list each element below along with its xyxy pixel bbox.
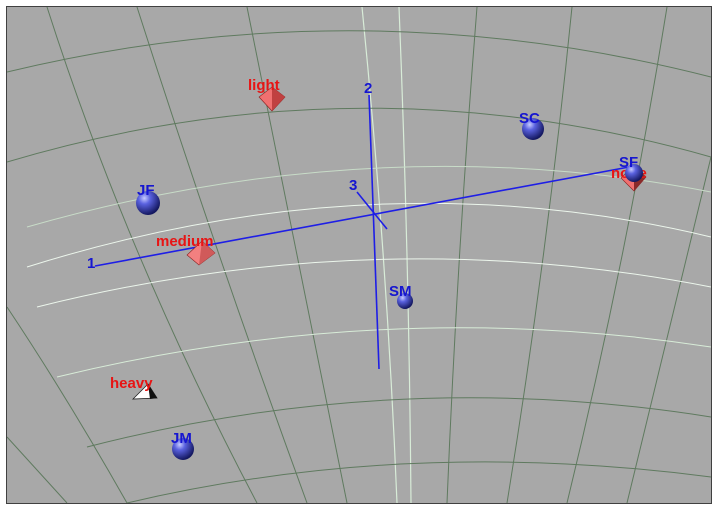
- grid-line: [7, 306, 128, 503]
- pyramid-shade: [199, 241, 215, 265]
- grid-line: [7, 436, 68, 503]
- grid-line: [46, 7, 258, 503]
- sphere-label-sc: SC: [519, 110, 540, 127]
- sphere-jm[interactable]: JM: [171, 430, 194, 460]
- sphere-sc[interactable]: SC: [519, 110, 544, 140]
- grid-arc: [7, 107, 711, 163]
- grid-arc: [26, 165, 711, 228]
- sphere-label-jf: JF: [137, 182, 155, 199]
- grid-arc: [126, 461, 711, 503]
- grid-line: [506, 7, 573, 503]
- pyramid-shade: [148, 384, 157, 399]
- sphere: [397, 293, 413, 309]
- scene-background: [7, 7, 711, 503]
- pyramid-heavy[interactable]: heavy: [110, 375, 158, 400]
- sphere-label-sf: SF: [619, 154, 638, 171]
- sphere-jf[interactable]: JF: [136, 182, 160, 215]
- scene-canvas[interactable]: 1 2 3 light medium no: [7, 7, 711, 503]
- axis-2-line[interactable]: [368, 94, 380, 370]
- sphere-markers: JF SC SF SM JM: [136, 110, 643, 460]
- axis-label-1: 1: [87, 255, 95, 272]
- pyramid-markers: light medium none heavy: [110, 77, 647, 400]
- sphere: [136, 191, 160, 215]
- sphere-sf[interactable]: SF: [619, 154, 643, 182]
- grid-latitude-lines: [7, 30, 711, 503]
- grid-line: [246, 7, 348, 503]
- grid-line: [566, 7, 668, 503]
- grid-center-lines: [361, 7, 412, 503]
- pyramid-medium[interactable]: medium: [156, 233, 216, 266]
- sphere: [522, 118, 544, 140]
- grid-line: [446, 7, 478, 503]
- sphere-label-jm: JM: [171, 430, 192, 447]
- axis-3-line[interactable]: [356, 191, 388, 230]
- sphere-sm[interactable]: SM: [389, 283, 413, 309]
- axis-label-3: 3: [349, 177, 357, 194]
- pyramid-label-heavy: heavy: [110, 375, 153, 392]
- grid-line: [626, 156, 711, 503]
- pyramid-label-medium: medium: [156, 233, 214, 250]
- grid-arc: [7, 30, 711, 78]
- pyramid-shade: [272, 87, 285, 111]
- grid-arc: [86, 397, 711, 448]
- grid-arc: [56, 327, 711, 378]
- grid-line: [398, 7, 412, 503]
- sphere-label-sm: SM: [389, 283, 412, 300]
- grid-longitude-lines: [7, 7, 711, 503]
- grid-line: [136, 7, 308, 503]
- axis-labels: 1 2 3: [87, 80, 372, 272]
- axes: [94, 94, 630, 370]
- axis-1-line[interactable]: [94, 166, 630, 267]
- sphere: [625, 164, 643, 182]
- pyramid-label-light: light: [248, 77, 280, 94]
- pyramid-light[interactable]: light: [248, 77, 286, 112]
- sphere: [172, 438, 194, 460]
- 3d-viewport[interactable]: 1 2 3 light medium no: [6, 6, 712, 504]
- grid-line: [361, 7, 398, 503]
- axis-label-2: 2: [364, 80, 372, 97]
